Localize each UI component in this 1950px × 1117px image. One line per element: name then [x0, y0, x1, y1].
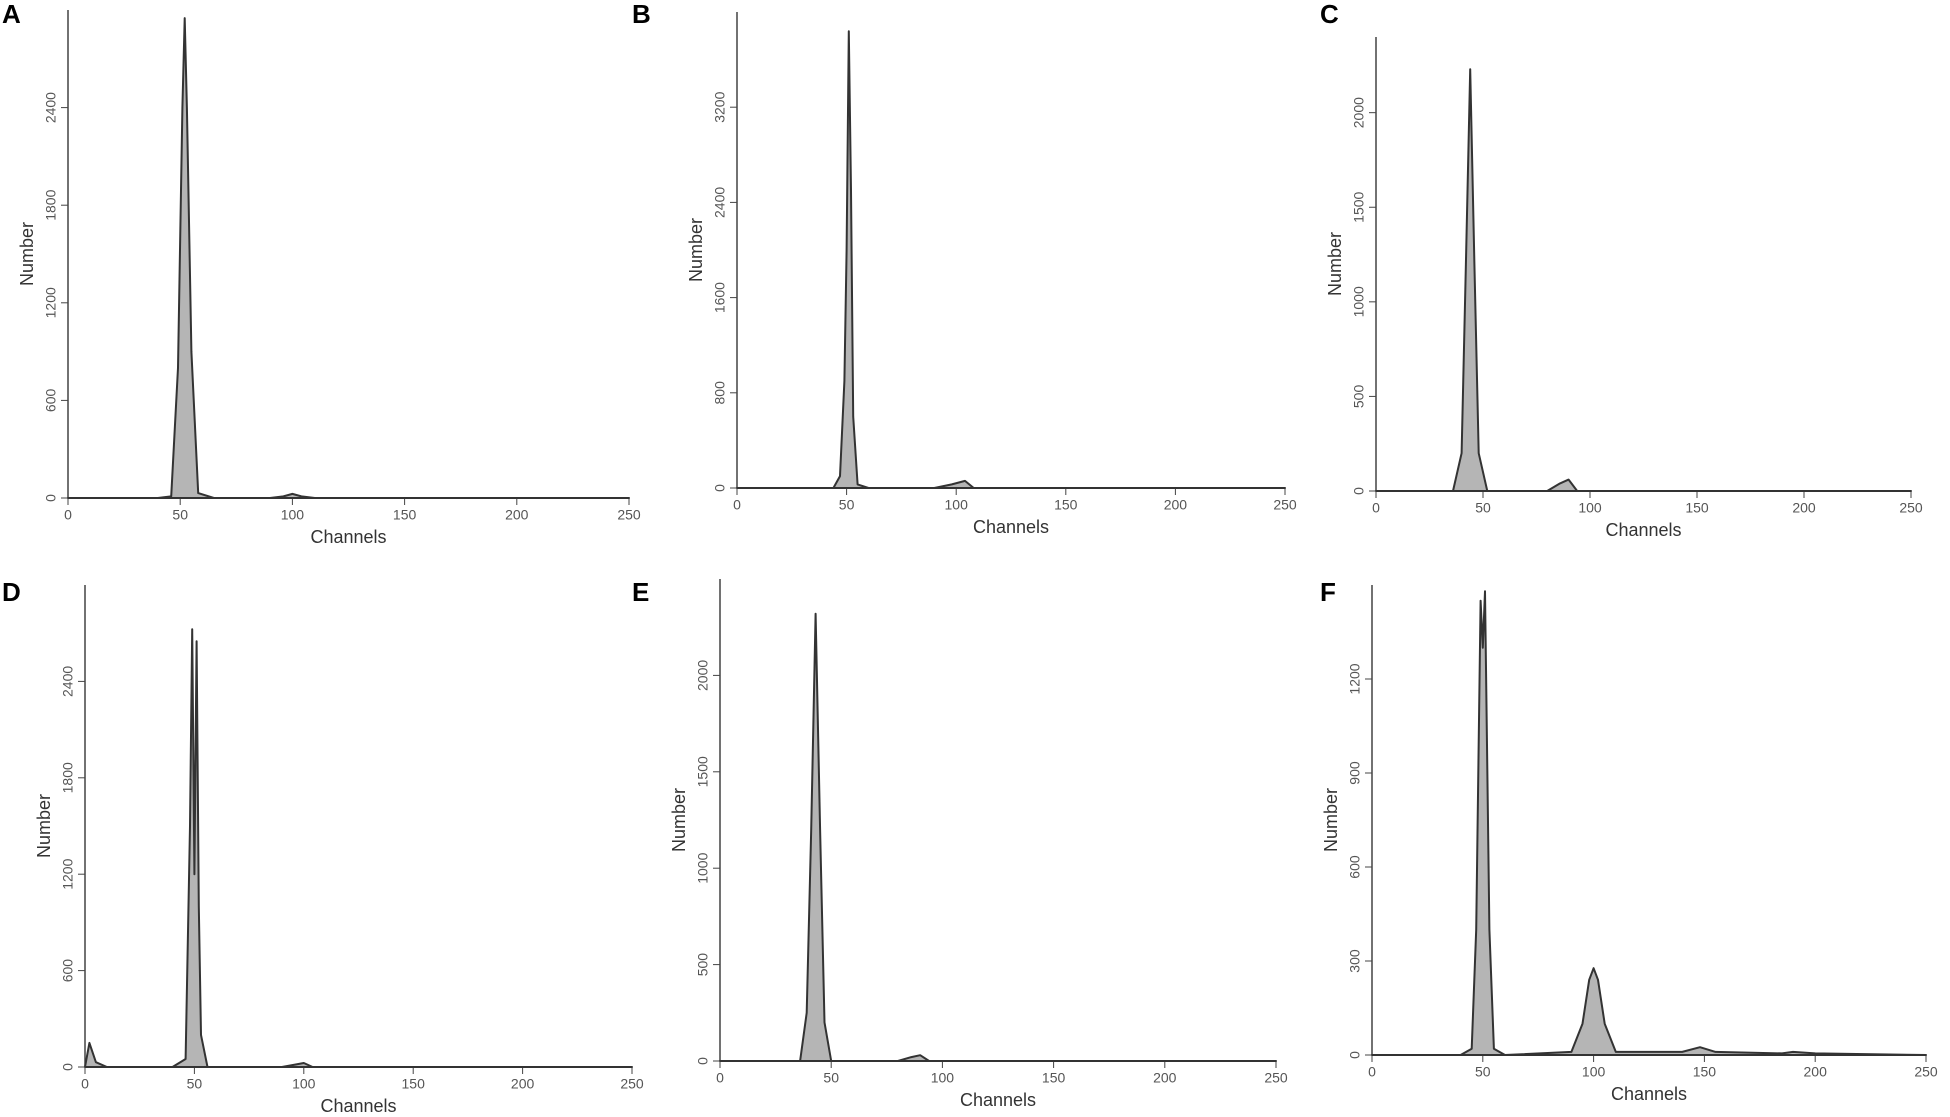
histogram-curve [1371, 590, 1927, 1056]
y-axis-label: Number [34, 794, 54, 858]
x-tick-label: 250 [617, 507, 641, 523]
histogram-curve [1375, 68, 1912, 492]
x-tick-label: 50 [172, 507, 188, 523]
x-tick-label: 200 [1153, 1070, 1177, 1086]
y-tick-label: 600 [1347, 855, 1363, 879]
y-tick-label: 3200 [712, 91, 728, 122]
x-tick-label: 0 [1368, 1064, 1376, 1080]
y-axis-label: Number [1321, 788, 1341, 852]
x-axis-label: Channels [1605, 520, 1681, 540]
y-tick-label: 600 [60, 959, 76, 983]
panel: B 0 50 100 150 200 250 0 800 1600 2400 3200 Channels… [632, 0, 1297, 537]
x-tick-label: 150 [1042, 1070, 1066, 1086]
panel-label: A [2, 0, 21, 29]
x-tick-label: 250 [620, 1076, 644, 1092]
y-tick-label: 1500 [1351, 191, 1367, 222]
y-tick-label: 2000 [1351, 97, 1367, 128]
x-axis-label: Channels [310, 527, 386, 547]
y-tick-label: 0 [1347, 1051, 1363, 1059]
x-tick-label: 0 [716, 1070, 724, 1086]
y-tick-label: 0 [712, 484, 728, 492]
x-tick-label: 150 [393, 507, 417, 523]
x-tick-label: 0 [1372, 500, 1380, 516]
y-tick-label: 0 [695, 1057, 711, 1065]
y-tick-label: 1600 [712, 282, 728, 313]
y-tick-label: 2400 [60, 666, 76, 697]
y-tick-label: 1200 [1347, 663, 1363, 694]
y-tick-label: 600 [43, 389, 59, 413]
histogram-curve [736, 30, 1286, 489]
y-axis-label: Number [1325, 232, 1345, 296]
y-tick-label: 1000 [695, 852, 711, 883]
histogram-curve [84, 628, 633, 1068]
panel: C 0 50 100 150 200 250 0 500 1000 1500 2000 Channels… [1320, 0, 1923, 540]
y-tick-label: 500 [695, 953, 711, 977]
x-tick-label: 0 [64, 507, 72, 523]
x-tick-label: 50 [1475, 500, 1491, 516]
y-tick-label: 800 [712, 381, 728, 405]
x-tick-label: 50 [1475, 1064, 1491, 1080]
x-tick-label: 100 [1582, 1064, 1606, 1080]
panel-label: B [632, 0, 651, 29]
x-tick-label: 150 [1693, 1064, 1717, 1080]
panel-label: F [1320, 577, 1336, 607]
panel: D 0 50 100 150 200 250 0 600 1200 1800 2400 Channels… [2, 577, 644, 1116]
x-tick-label: 200 [1164, 497, 1188, 513]
x-axis-label: Channels [960, 1090, 1036, 1110]
y-tick-label: 1500 [695, 756, 711, 787]
y-tick-label: 1800 [60, 762, 76, 793]
y-tick-label: 2400 [712, 187, 728, 218]
x-tick-label: 100 [931, 1070, 955, 1086]
x-tick-label: 200 [505, 507, 529, 523]
x-tick-label: 200 [511, 1076, 535, 1092]
panel: F 0 50 100 150 200 250 0 300 600 900 1200 Channels Nu… [1320, 577, 1938, 1104]
panel: A 0 50 100 150 200 250 0 600 1200 1800 2400 Channels… [2, 0, 641, 547]
x-tick-label: 200 [1792, 500, 1816, 516]
y-tick-label: 1800 [43, 189, 59, 220]
y-tick-label: 1200 [60, 858, 76, 889]
y-axis-label: Number [669, 788, 689, 852]
x-tick-label: 0 [733, 497, 741, 513]
x-tick-label: 150 [402, 1076, 426, 1092]
histogram-curve [719, 612, 1277, 1062]
panel-label: D [2, 577, 21, 607]
x-axis-label: Channels [973, 517, 1049, 537]
y-tick-label: 900 [1347, 761, 1363, 785]
y-tick-label: 0 [60, 1063, 76, 1071]
x-axis-label: Channels [1611, 1084, 1687, 1104]
x-tick-label: 250 [1914, 1064, 1938, 1080]
histogram-curve [67, 17, 630, 499]
y-tick-label: 0 [1351, 487, 1367, 495]
panel-label: E [632, 577, 649, 607]
y-tick-label: 2400 [43, 92, 59, 123]
x-tick-label: 50 [823, 1070, 839, 1086]
y-tick-label: 300 [1347, 949, 1363, 973]
y-tick-label: 2000 [695, 660, 711, 691]
x-tick-label: 0 [81, 1076, 89, 1092]
y-tick-label: 1000 [1351, 286, 1367, 317]
y-axis-label: Number [686, 218, 706, 282]
x-tick-label: 250 [1264, 1070, 1288, 1086]
y-tick-label: 1200 [43, 287, 59, 318]
panel-label: C [1320, 0, 1339, 29]
x-tick-label: 100 [292, 1076, 316, 1092]
x-tick-label: 50 [839, 497, 855, 513]
x-tick-label: 200 [1804, 1064, 1828, 1080]
x-tick-label: 100 [1578, 500, 1602, 516]
y-tick-label: 0 [43, 494, 59, 502]
x-tick-label: 150 [1054, 497, 1078, 513]
y-tick-label: 500 [1351, 385, 1367, 409]
x-tick-label: 100 [945, 497, 969, 513]
panel: E 0 50 100 150 200 250 0 500 1000 1500 2000 Channels… [632, 577, 1288, 1110]
x-tick-label: 50 [187, 1076, 203, 1092]
x-tick-label: 250 [1899, 500, 1923, 516]
x-axis-label: Channels [320, 1096, 396, 1112]
x-tick-label: 250 [1273, 497, 1297, 513]
y-axis-label: Number [17, 222, 37, 286]
x-tick-label: 100 [281, 507, 305, 523]
x-tick-label: 150 [1685, 500, 1709, 516]
